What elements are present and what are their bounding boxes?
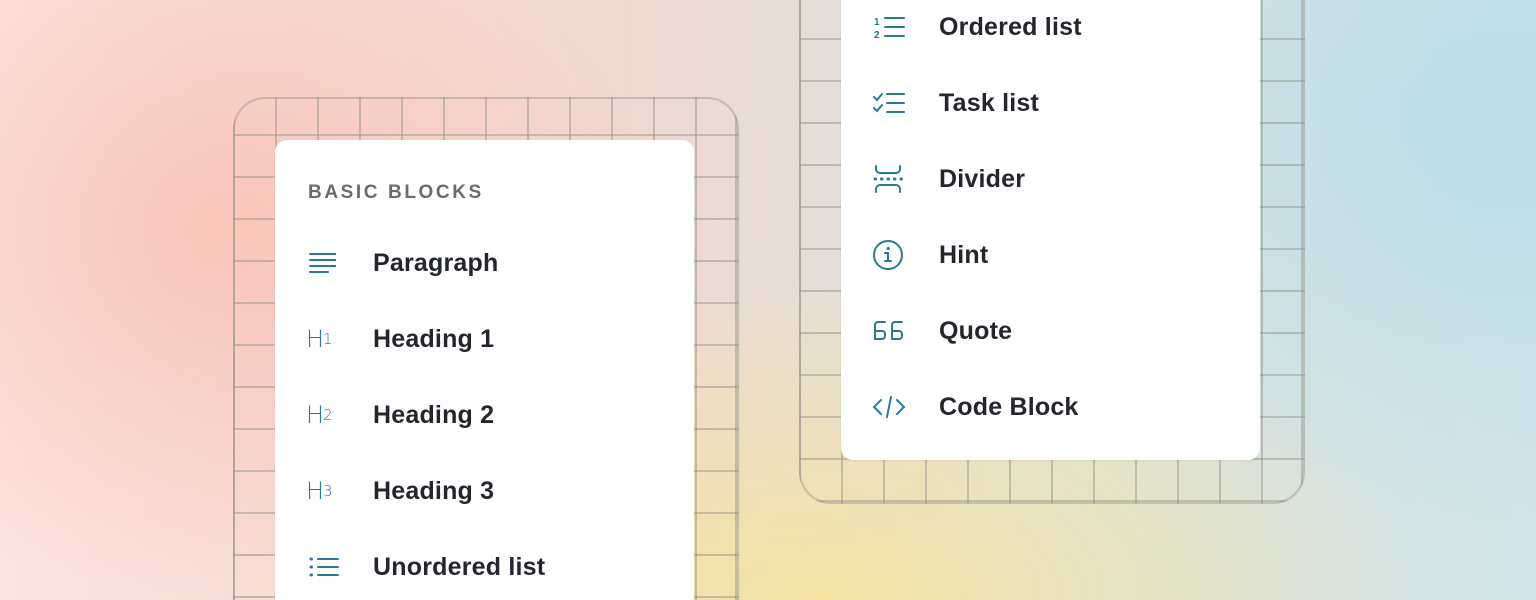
menu-item-task-list[interactable]: Task list — [872, 83, 1039, 123]
quote-icon — [872, 315, 908, 347]
info-icon — [872, 239, 908, 271]
unordered-list-icon — [306, 551, 342, 583]
menu-item-unordered-list[interactable]: Unordered list — [306, 547, 545, 587]
menu-item-divider[interactable]: Divider — [872, 159, 1025, 199]
svg-text:1: 1 — [874, 17, 880, 28]
task-list-icon — [872, 87, 908, 119]
section-title: BASIC BLOCKS — [308, 182, 484, 203]
menu-item-code-block[interactable]: Code Block — [872, 387, 1079, 427]
code-icon — [872, 391, 908, 423]
divider-icon — [872, 163, 908, 195]
menu-item-hint[interactable]: Hint — [872, 235, 988, 275]
menu-item-paragraph[interactable]: Paragraph — [306, 243, 498, 283]
paragraph-icon — [306, 247, 342, 279]
svg-text:2: 2 — [874, 30, 880, 41]
menu-item-quote[interactable]: Quote — [872, 311, 1012, 351]
